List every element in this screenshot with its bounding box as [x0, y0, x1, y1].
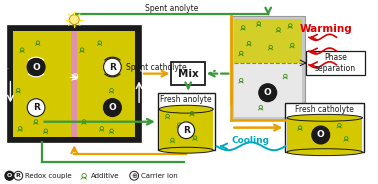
Ellipse shape [287, 149, 363, 156]
FancyBboxPatch shape [234, 63, 302, 117]
Circle shape [27, 58, 45, 76]
Circle shape [130, 171, 139, 180]
Text: O: O [264, 88, 271, 97]
Text: e⁻: e⁻ [139, 68, 147, 73]
Text: ⊕: ⊕ [131, 173, 137, 179]
FancyBboxPatch shape [305, 51, 366, 75]
Text: Fresh catholyte: Fresh catholyte [295, 105, 354, 114]
Text: Spent anolyte: Spent anolyte [145, 4, 198, 13]
Text: Warming: Warming [299, 24, 352, 33]
FancyBboxPatch shape [158, 93, 215, 150]
Text: Carrier ion: Carrier ion [141, 173, 178, 179]
Text: O: O [32, 63, 40, 72]
Circle shape [104, 99, 121, 116]
FancyBboxPatch shape [71, 31, 77, 137]
Circle shape [104, 58, 121, 76]
Ellipse shape [287, 114, 363, 121]
Text: Phase
separation: Phase separation [315, 53, 356, 73]
Text: Mix: Mix [178, 69, 198, 79]
Text: R: R [33, 103, 40, 112]
Circle shape [14, 171, 23, 180]
Text: ⊕: ⊕ [70, 72, 78, 82]
Circle shape [178, 122, 195, 139]
Circle shape [312, 126, 330, 144]
Text: Additive: Additive [91, 173, 119, 179]
Text: Fresh anolyte: Fresh anolyte [160, 95, 212, 104]
FancyBboxPatch shape [8, 26, 141, 142]
Text: R: R [183, 126, 190, 135]
Text: e⁻: e⁻ [3, 68, 10, 73]
Text: Redox couple: Redox couple [25, 173, 72, 179]
Circle shape [5, 171, 14, 180]
Text: R: R [109, 63, 116, 72]
Text: R: R [16, 173, 21, 178]
Circle shape [69, 15, 79, 24]
Text: O: O [317, 130, 325, 139]
FancyBboxPatch shape [231, 16, 305, 120]
FancyBboxPatch shape [13, 31, 71, 137]
Ellipse shape [159, 147, 213, 153]
Ellipse shape [159, 105, 213, 113]
FancyBboxPatch shape [159, 109, 213, 149]
FancyBboxPatch shape [171, 62, 205, 85]
FancyBboxPatch shape [287, 118, 363, 151]
FancyBboxPatch shape [285, 103, 364, 152]
Text: Spent catholyte: Spent catholyte [126, 63, 187, 72]
Circle shape [27, 99, 45, 116]
FancyBboxPatch shape [77, 31, 135, 137]
Circle shape [259, 84, 277, 102]
Text: O: O [7, 173, 12, 178]
FancyBboxPatch shape [234, 19, 302, 63]
Text: Cooling: Cooling [231, 136, 269, 145]
Text: O: O [108, 103, 116, 112]
